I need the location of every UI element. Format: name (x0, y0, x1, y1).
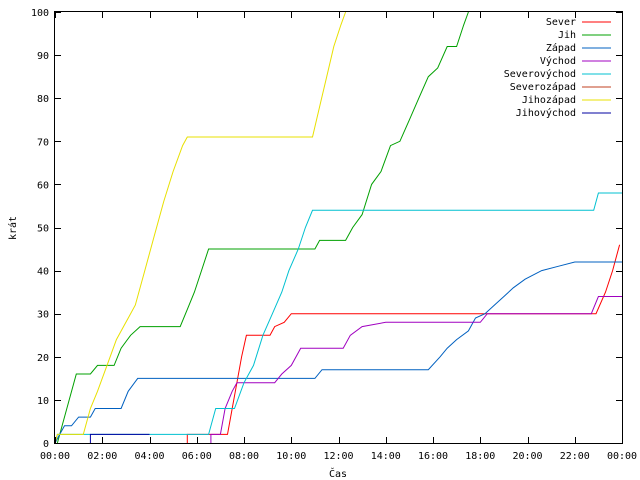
x-axis-label: Čas (329, 467, 347, 480)
y-tick-label: 50 (37, 224, 49, 235)
series-line-5 (54, 192, 622, 444)
x-tick-label: 16:00 (418, 451, 448, 462)
plot-frame (54, 11, 623, 444)
y-tick-label: 30 (37, 310, 49, 321)
legend-label: Jihovýchod (516, 107, 576, 119)
y-tick-label: 40 (37, 267, 49, 278)
series-line-2 (56, 11, 469, 444)
x-tick-label: 18:00 (465, 451, 495, 462)
series-line-3 (54, 261, 622, 444)
axis-ticks: 0 10 20 30 40 50 60 70 80 90 100 00:00 02:00 04:00 06:… (31, 8, 637, 462)
y-tick-label: 90 (37, 51, 49, 62)
y-tick-label: 0 (43, 439, 49, 450)
x-tick-label: 10:00 (276, 451, 306, 462)
x-tick-label: 04:00 (134, 451, 164, 462)
series-line-1 (186, 244, 621, 443)
legend-label: Jih (558, 30, 576, 41)
x-tick-label: 00:00 (40, 451, 70, 462)
series-layer (54, 11, 622, 444)
y-axis-label: krát (7, 216, 19, 240)
legend-label: Sever (546, 17, 576, 28)
legend-label: Severozápad (510, 81, 576, 93)
x-tick-label: 20:00 (512, 451, 542, 462)
x-tick-label: 14:00 (371, 451, 401, 462)
y-tick-label: 100 (31, 8, 49, 19)
y-tick-label: 70 (37, 137, 49, 148)
series-line-7 (54, 11, 347, 444)
y-tick-label: 60 (37, 180, 49, 191)
legend-label: Východ (540, 55, 576, 67)
x-tick-label: 02:00 (87, 451, 117, 462)
legend-label: Jihozápad (522, 94, 576, 106)
y-tick-label: 80 (37, 94, 49, 105)
x-tick-label: 22:00 (560, 451, 590, 462)
y-tick-label: 20 (37, 353, 49, 364)
legend: Sever JihZápadVýchodSeverovýchodSeverozáp… (504, 17, 611, 119)
x-tick-label: 08:00 (229, 451, 259, 462)
legend-label: Severovýchod (504, 68, 576, 80)
x-tick-label: 06:00 (182, 451, 212, 462)
series-line-8 (89, 433, 150, 443)
x-tick-label: 12:00 (323, 451, 353, 462)
x-tick-label: 00:00 (607, 451, 637, 462)
legend-label: Západ (546, 42, 576, 54)
y-tick-label: 10 (37, 396, 49, 407)
